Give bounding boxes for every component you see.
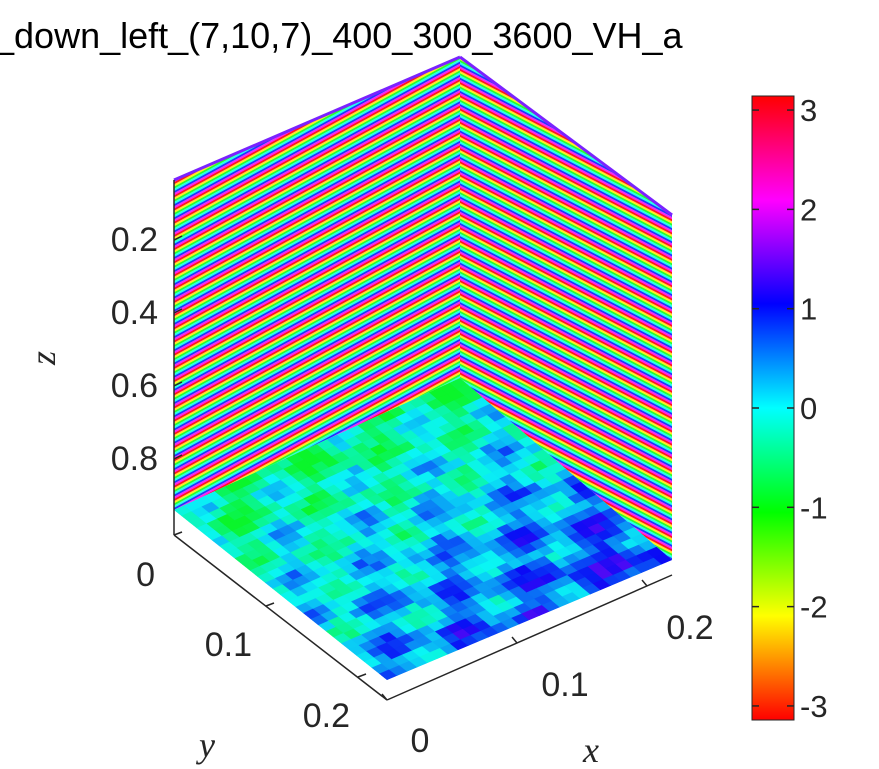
z-tick-label: 0.6 [111, 367, 158, 405]
y-ticks: 0 0.1 0.2 [136, 531, 367, 735]
wall-top-edge-left [173, 55, 461, 182]
heatmap-cell [653, 553, 672, 565]
colorbar-tick-label: -3 [800, 689, 828, 724]
z-tick-label: 0.2 [111, 221, 158, 259]
y-axis-label: y [196, 725, 215, 765]
colorbar-ticks: 3 2 1 0 -1 -2 -3 [752, 93, 828, 724]
wall-top-edge-right [459, 55, 673, 217]
y-tick-label: 0 [136, 556, 155, 594]
y-tick-label: 0.2 [303, 697, 350, 735]
y-tick-label: 0.1 [205, 626, 252, 664]
x-tick-label: 0 [411, 722, 430, 760]
floor-heatmap [174, 378, 672, 680]
z-tick-label: 0.4 [111, 294, 158, 332]
back-wall-right [460, 57, 672, 560]
x-tick-label: 0.2 [666, 609, 713, 647]
colorbar-tick-label: 2 [800, 192, 817, 227]
colorbar-tick-label: -1 [800, 490, 828, 525]
z-ticks: 0.2 0.4 0.6 0.8 [111, 221, 183, 478]
colorbar-tick-label: 3 [800, 93, 817, 128]
chart-title: _down_left_(7,10,7)_400_300_3600_VH_a [0, 15, 684, 56]
y-axis-line [173, 534, 388, 701]
colorbar-tick-label: 0 [800, 391, 817, 426]
colorbar-tick-label: -2 [800, 590, 828, 625]
z-axis-label: z [23, 351, 63, 366]
z-tick-label: 0.8 [111, 440, 158, 478]
colorbar-tick-label: 1 [800, 292, 817, 327]
x-ticks: 0 0.1 0.2 [381, 579, 714, 760]
x-axis-line [386, 574, 673, 701]
x-tick-label: 0.1 [541, 666, 588, 704]
back-wall-left [174, 57, 460, 510]
x-axis-label: x [582, 730, 599, 769]
